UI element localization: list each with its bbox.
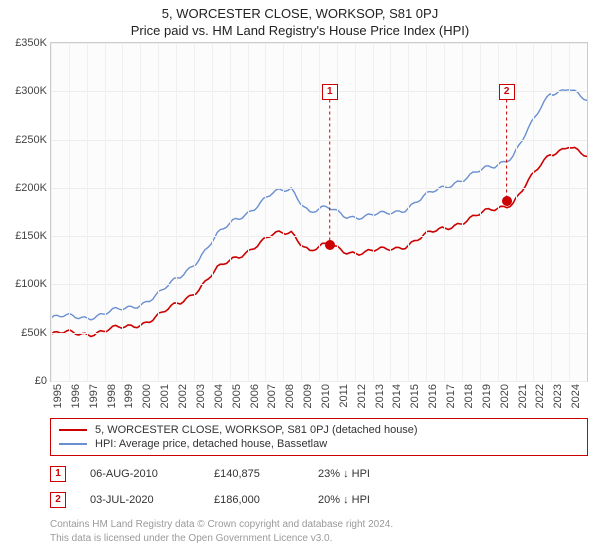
gridline-v bbox=[444, 43, 445, 381]
gridline-v bbox=[516, 43, 517, 381]
marker-box: 2 bbox=[499, 84, 515, 100]
page-title-line2: Price paid vs. HM Land Registry's House … bbox=[0, 21, 600, 42]
legend-swatch bbox=[59, 429, 87, 431]
legend-swatch bbox=[59, 443, 87, 445]
ytick-label: £200K bbox=[3, 182, 47, 194]
gridline-v bbox=[319, 43, 320, 381]
gridline-v bbox=[426, 43, 427, 381]
page-title-line1: 5, WORCESTER CLOSE, WORKSOP, S81 0PJ bbox=[0, 0, 600, 21]
legend: 5, WORCESTER CLOSE, WORKSOP, S81 0PJ (de… bbox=[50, 418, 588, 456]
ytick-label: £150K bbox=[3, 230, 47, 242]
ytick-label: £100K bbox=[3, 278, 47, 290]
gridline-h bbox=[51, 381, 587, 382]
legend-label: HPI: Average price, detached house, Bass… bbox=[95, 438, 327, 450]
sale-row: 1 06-AUG-2010 £140,875 23% ↓ HPI bbox=[50, 466, 588, 482]
gridline-v bbox=[212, 43, 213, 381]
gridline-v bbox=[283, 43, 284, 381]
plot-area: £0£50K£100K£150K£200K£250K£300K£350K12 bbox=[50, 42, 588, 382]
gridline-v bbox=[194, 43, 195, 381]
chart: £0£50K£100K£150K£200K£250K£300K£350K12 1… bbox=[50, 42, 588, 412]
gridline-v bbox=[69, 43, 70, 381]
gridline-v bbox=[158, 43, 159, 381]
marker-dot bbox=[502, 196, 512, 206]
gridline-v bbox=[373, 43, 374, 381]
gridline-v bbox=[551, 43, 552, 381]
marker-dot bbox=[325, 240, 335, 250]
marker-box: 1 bbox=[322, 84, 338, 100]
sale-delta: 20% ↓ HPI bbox=[318, 494, 370, 506]
sale-row: 2 03-JUL-2020 £186,000 20% ↓ HPI bbox=[50, 492, 588, 508]
gridline-v bbox=[533, 43, 534, 381]
ytick-label: £250K bbox=[3, 134, 47, 146]
gridline-v bbox=[355, 43, 356, 381]
gridline-v bbox=[51, 43, 52, 381]
sale-date: 06-AUG-2010 bbox=[90, 468, 190, 480]
gridline-v bbox=[140, 43, 141, 381]
sale-price: £140,875 bbox=[214, 468, 294, 480]
legend-label: 5, WORCESTER CLOSE, WORKSOP, S81 0PJ (de… bbox=[95, 424, 418, 436]
ytick-label: £0 bbox=[3, 375, 47, 387]
gridline-v bbox=[105, 43, 106, 381]
ytick-label: £300K bbox=[3, 85, 47, 97]
sale-marker: 1 bbox=[50, 466, 66, 482]
sale-delta: 23% ↓ HPI bbox=[318, 468, 370, 480]
gridline-v bbox=[230, 43, 231, 381]
attribution: Contains HM Land Registry data © Crown c… bbox=[50, 518, 588, 545]
gridline-v bbox=[301, 43, 302, 381]
attribution-line2: This data is licensed under the Open Gov… bbox=[50, 532, 588, 546]
gridline-v bbox=[480, 43, 481, 381]
gridline-v bbox=[87, 43, 88, 381]
gridline-v bbox=[408, 43, 409, 381]
attribution-line1: Contains HM Land Registry data © Crown c… bbox=[50, 518, 588, 532]
sale-price: £186,000 bbox=[214, 494, 294, 506]
sale-marker: 2 bbox=[50, 492, 66, 508]
data-rows: 1 06-AUG-2010 £140,875 23% ↓ HPI 2 03-JUL-202… bbox=[50, 466, 588, 508]
legend-item: HPI: Average price, detached house, Bass… bbox=[59, 437, 579, 451]
legend-item: 5, WORCESTER CLOSE, WORKSOP, S81 0PJ (de… bbox=[59, 423, 579, 437]
gridline-v bbox=[248, 43, 249, 381]
ytick-label: £350K bbox=[3, 37, 47, 49]
gridline-v bbox=[265, 43, 266, 381]
gridline-v bbox=[569, 43, 570, 381]
gridline-v bbox=[462, 43, 463, 381]
gridline-v bbox=[390, 43, 391, 381]
gridline-v bbox=[176, 43, 177, 381]
xtick-label: 2024 bbox=[570, 384, 600, 408]
gridline-v bbox=[122, 43, 123, 381]
sale-date: 03-JUL-2020 bbox=[90, 494, 190, 506]
ytick-label: £50K bbox=[3, 327, 47, 339]
